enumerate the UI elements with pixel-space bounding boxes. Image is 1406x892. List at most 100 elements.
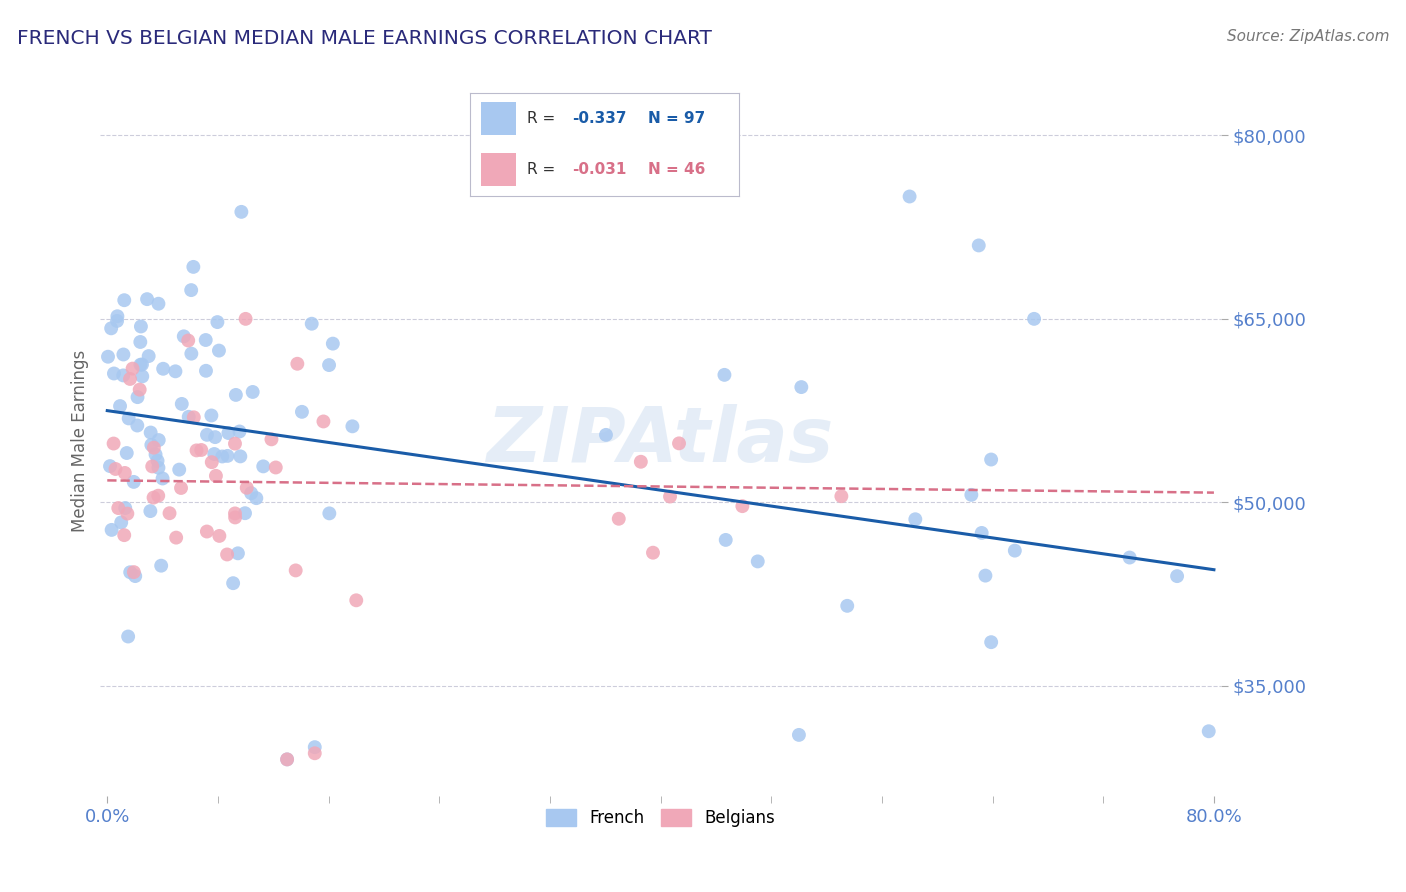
Point — [173, 329, 195, 343]
Point — [291, 405, 314, 419]
Text: ZIPAtlas: ZIPAtlas — [486, 404, 834, 478]
Point — [152, 471, 174, 485]
Point — [595, 428, 617, 442]
Point — [747, 554, 769, 568]
Point — [122, 475, 145, 489]
Point — [231, 205, 253, 219]
Point — [167, 462, 190, 476]
Point — [607, 512, 630, 526]
Point — [967, 238, 990, 252]
Point — [100, 523, 122, 537]
Point — [790, 380, 813, 394]
Point — [217, 449, 239, 463]
Point — [177, 409, 200, 424]
Point — [342, 419, 364, 434]
Point — [165, 531, 187, 545]
Point — [142, 441, 165, 455]
Text: Source: ZipAtlas.com: Source: ZipAtlas.com — [1226, 29, 1389, 44]
Point — [224, 436, 246, 450]
Point — [183, 410, 205, 425]
Point — [659, 490, 682, 504]
Point — [960, 488, 983, 502]
Point — [205, 468, 228, 483]
Point — [124, 569, 146, 583]
Point — [97, 350, 120, 364]
Point — [114, 501, 136, 516]
Point — [201, 455, 224, 469]
Point — [118, 372, 141, 386]
Point — [235, 481, 257, 495]
Point — [204, 430, 226, 444]
Point — [194, 364, 217, 378]
Point — [148, 433, 170, 447]
Point — [139, 425, 162, 440]
Point — [190, 442, 212, 457]
Point — [202, 447, 225, 461]
Point — [226, 546, 249, 560]
Point — [103, 436, 125, 450]
Point — [148, 460, 170, 475]
Point — [183, 260, 205, 274]
Point — [980, 452, 1002, 467]
Point — [344, 593, 367, 607]
Point — [200, 409, 222, 423]
Point — [128, 383, 150, 397]
Point — [731, 499, 754, 513]
Point — [131, 369, 153, 384]
Point — [208, 343, 231, 358]
Point — [217, 425, 239, 440]
Point — [186, 443, 208, 458]
Point — [127, 418, 149, 433]
Point — [120, 566, 142, 580]
Point — [141, 459, 163, 474]
Point — [301, 317, 323, 331]
Point — [145, 448, 167, 462]
Point — [117, 507, 139, 521]
Point — [304, 746, 326, 760]
Y-axis label: Median Male Earnings: Median Male Earnings — [72, 350, 89, 533]
Point — [112, 528, 135, 542]
Point — [1198, 724, 1220, 739]
Point — [112, 368, 135, 383]
Point — [276, 752, 298, 766]
Point — [233, 506, 256, 520]
Legend: French, Belgians: French, Belgians — [540, 803, 782, 834]
Point — [170, 397, 193, 411]
Point — [194, 333, 217, 347]
Point — [208, 529, 231, 543]
Point — [104, 462, 127, 476]
Point — [100, 321, 122, 335]
Point — [152, 361, 174, 376]
Point — [641, 546, 664, 560]
Point — [141, 438, 163, 452]
Point — [138, 349, 160, 363]
Point — [110, 516, 132, 530]
Point — [974, 568, 997, 582]
Point — [177, 334, 200, 348]
Point — [108, 399, 131, 413]
Point — [211, 450, 233, 464]
Point — [1166, 569, 1188, 583]
Point — [312, 414, 335, 428]
Point — [264, 460, 287, 475]
Point — [714, 533, 737, 547]
Point — [146, 454, 169, 468]
Point — [142, 491, 165, 505]
Point — [245, 491, 267, 505]
Point — [1118, 550, 1140, 565]
Point — [131, 358, 153, 372]
Point — [837, 599, 859, 613]
Point — [252, 459, 274, 474]
Point — [112, 347, 135, 361]
Point — [118, 411, 141, 425]
Point — [318, 507, 340, 521]
Point — [129, 319, 152, 334]
Point — [830, 489, 852, 503]
Point — [284, 563, 307, 577]
Point — [228, 425, 250, 439]
Point — [970, 525, 993, 540]
Point — [107, 501, 129, 516]
Point — [224, 507, 246, 521]
Point — [165, 364, 187, 378]
Point — [235, 311, 257, 326]
